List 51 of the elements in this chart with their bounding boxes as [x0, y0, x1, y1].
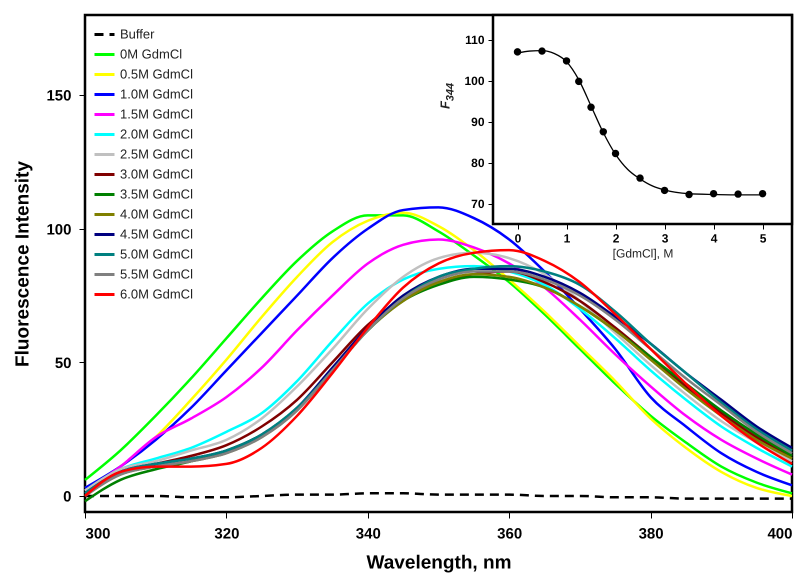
y-tick-label: 100	[46, 221, 72, 238]
point	[538, 47, 546, 55]
legend-label: 4.0M GdmCl	[120, 206, 194, 222]
y-tick-label: 0	[63, 488, 72, 506]
legend-label: 4.5M GdmCl	[120, 226, 194, 242]
point	[734, 190, 742, 198]
x-tick-label: 2	[612, 232, 620, 246]
point	[685, 190, 693, 198]
legend-label: 0M GdmCl	[120, 46, 182, 62]
legend-label: 3.0M GdmCl	[120, 166, 194, 182]
legend-label: 5.0M GdmCl	[120, 246, 194, 262]
point	[636, 174, 644, 182]
x-axis-title: Wavelength, nm	[366, 552, 512, 574]
point	[758, 190, 766, 198]
point	[600, 128, 607, 136]
legend-label: Buffer	[120, 26, 156, 42]
x-tick-label: 0	[514, 232, 522, 246]
y-tick-label: 50	[54, 354, 72, 372]
x-tick-label: 1	[564, 232, 571, 246]
y-tick-label: 150	[46, 88, 72, 105]
x-tick-label: 360	[497, 526, 522, 542]
point	[612, 150, 620, 158]
point	[514, 48, 522, 56]
legend-label: 1.0M GdmCl	[120, 86, 194, 102]
legend-label: 0.5M GdmCl	[120, 66, 194, 82]
point	[710, 190, 718, 198]
x-tick-label: 400	[767, 526, 792, 542]
x-tick-label: 380	[638, 526, 664, 542]
x-tick-label: 300	[86, 526, 111, 542]
y-axis-title: Fluorescence Intensity	[12, 160, 34, 367]
x-tick-label: 4	[710, 232, 718, 246]
x-axis-title: [GdmCl], M	[612, 246, 674, 260]
point	[587, 104, 595, 111]
y-tick-label: 110	[465, 33, 485, 48]
x-tick-label: 5	[760, 232, 767, 246]
y-tick-label: 90	[471, 115, 485, 130]
legend-label: 2.0M GdmCl	[120, 126, 194, 142]
y-tick-label: 80	[471, 156, 485, 170]
point	[660, 186, 668, 194]
legend-label: 5.5M GdmCl	[120, 266, 194, 282]
legend-label: 1.5M GdmCl	[120, 106, 194, 122]
y-tick-label: 70	[471, 197, 485, 212]
point	[575, 78, 582, 86]
x-tick-label: 340	[356, 526, 381, 542]
x-tick-label: 3	[662, 232, 669, 246]
legend-label: 6.0M GdmCl	[120, 286, 194, 302]
legend-label: 3.5M GdmCl	[120, 186, 194, 202]
legend-label: 2.5M GdmCl	[120, 146, 194, 162]
x-tick-label: 320	[214, 526, 240, 542]
y-tick-label: 100	[464, 74, 485, 88]
point	[562, 57, 570, 65]
